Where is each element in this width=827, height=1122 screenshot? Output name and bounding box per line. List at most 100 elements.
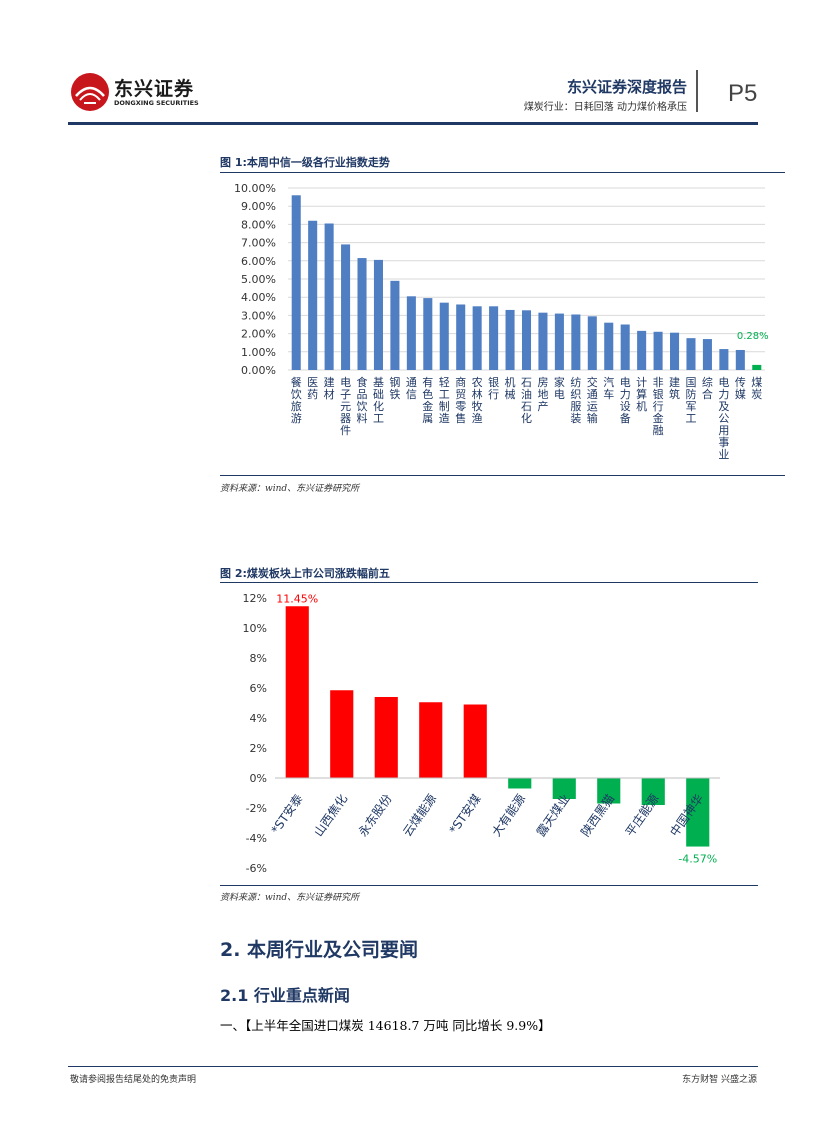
y-tick-label: 5.00% [241, 273, 276, 286]
x-category-label: 非银行金融 [653, 376, 664, 437]
y-tick-label: 7.00% [241, 237, 276, 250]
y-tick-label: -2% [246, 802, 267, 815]
x-category-label: 综合 [702, 375, 713, 401]
footer-slogan: 东方财智 兴盛之源 [682, 1075, 757, 1085]
logo-mark-icon [71, 73, 109, 111]
footer-disclaimer: 敬请参阅报告结尾处的免责声明 [70, 1075, 197, 1085]
x-category-label: *ST安泰 [268, 791, 306, 836]
x-category-label: 云煤能源 [400, 792, 439, 839]
bar [419, 702, 443, 778]
y-tick-label: -6% [246, 862, 267, 875]
bar [604, 322, 614, 370]
y-tick-label: -4% [246, 832, 267, 845]
bar [308, 220, 318, 370]
bar [374, 697, 398, 778]
bar [489, 306, 499, 370]
y-tick-label: 6% [250, 682, 267, 695]
x-category-label: 煤炭 [751, 376, 762, 401]
y-tick-label: 0.00% [241, 364, 276, 377]
bar [521, 310, 532, 370]
bar [373, 259, 383, 370]
x-category-label: 农林牧渔 [472, 375, 483, 425]
figure2-bottom-rule [220, 885, 758, 886]
x-category-label: 钢铁 [389, 376, 400, 401]
bar [390, 280, 400, 370]
x-category-label: 计算机 [636, 376, 647, 413]
x-category-label: 永东股份 [356, 792, 395, 839]
section-heading: 2. 本周行业及公司要闻 [220, 939, 419, 961]
x-category-label: 银行 [488, 375, 499, 401]
y-tick-label: 8% [250, 652, 267, 665]
bar [463, 704, 487, 778]
bar [641, 778, 665, 805]
bar [423, 298, 433, 370]
logo: 东兴证券 DONGXING SECURITIES [70, 72, 200, 116]
subsection-heading: 2.1 行业重点新闻 [220, 986, 350, 1005]
x-category-label: 医药 [307, 376, 318, 401]
logo-en-text: DONGXING SECURITIES [114, 99, 199, 107]
x-category-label: 食品饮料 [357, 375, 368, 425]
bar [291, 195, 301, 370]
header-divider-vertical [696, 70, 698, 112]
figure2-top-rule [220, 582, 758, 583]
x-category-label: *ST安煤 [446, 791, 484, 836]
bar [620, 324, 630, 370]
x-category-label: 有色金属 [422, 375, 433, 425]
y-tick-label: 10% [243, 622, 267, 635]
bar [735, 349, 745, 370]
bar [554, 313, 564, 370]
bar [406, 296, 416, 370]
figure1-source: 资料来源：wind、东兴证券研究所 [220, 484, 360, 494]
bar [505, 309, 515, 370]
y-tick-label: 3.00% [241, 309, 276, 322]
y-tick-label: 9.00% [241, 200, 276, 213]
bar [341, 244, 351, 370]
page-number: P5 [728, 80, 758, 107]
y-tick-label: 1.00% [241, 346, 276, 359]
x-category-label: 机械 [505, 375, 516, 401]
x-category-label: 电力及公用事业 [718, 376, 729, 461]
x-category-label: 轻工制造 [439, 375, 450, 425]
x-category-label: 国防军工 [685, 376, 696, 425]
news-item-1: 一、【上半年全国进口煤炭 14618.7 万吨 同比增长 9.9%】 [220, 1018, 551, 1033]
bar [285, 606, 309, 778]
report-subtitle: 煤炭行业：日耗回落 动力煤价格承压 [523, 102, 687, 113]
x-category-label: 房地产 [537, 376, 548, 413]
x-category-label: 汽车 [603, 375, 614, 401]
x-category-label: 餐饮旅游 [291, 375, 302, 425]
bar [597, 778, 621, 804]
data-label-min: -4.57% [678, 853, 717, 866]
bar [571, 314, 581, 370]
y-tick-label: 6.00% [241, 255, 276, 268]
x-category-label: 传媒 [735, 376, 746, 401]
figure2-title: 图 2:煤炭板块上市公司涨跌幅前五 [220, 567, 390, 580]
header-rule [68, 122, 758, 125]
bar [670, 332, 680, 370]
x-category-label: 建材 [324, 375, 335, 401]
y-tick-label: 2.00% [241, 328, 276, 341]
figure2-source: 资料来源：wind、东兴证券研究所 [220, 893, 360, 903]
x-category-label: 建筑 [669, 375, 680, 401]
x-category-label: 纺织服装 [570, 375, 581, 425]
figure1-top-rule [220, 172, 785, 173]
bar [330, 690, 354, 778]
y-tick-label: 2% [250, 742, 267, 755]
y-tick-label: 12% [243, 592, 267, 605]
x-category-label: 大有能源 [489, 792, 528, 839]
data-label-highlight: 0.28% [737, 331, 769, 342]
bar [686, 338, 696, 370]
x-category-label: 电子元器件 [340, 376, 351, 437]
figure1-bottom-rule [220, 475, 785, 476]
footer-rule [68, 1066, 758, 1067]
data-label-max: 11.45% [276, 592, 318, 605]
bar [508, 778, 532, 789]
x-category-label: 家电 [554, 375, 565, 401]
bar [637, 330, 647, 370]
x-category-label: 商贸零售 [455, 375, 466, 425]
y-tick-label: 4% [250, 712, 267, 725]
figure1-title: 图 1:本周中信一级各行业指数走势 [220, 156, 390, 169]
x-category-label: 山西焦化 [311, 792, 350, 839]
x-category-label: 通信 [406, 376, 417, 401]
bar [702, 339, 712, 370]
bar [719, 349, 729, 370]
